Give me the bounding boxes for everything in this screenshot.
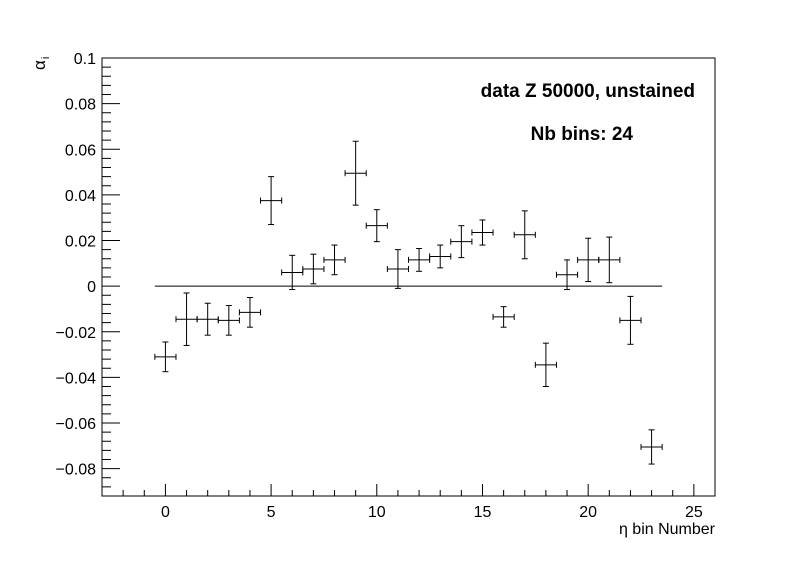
y-tick-label: 0.06 bbox=[65, 142, 96, 159]
data-point bbox=[344, 140, 367, 206]
data-point bbox=[471, 219, 494, 246]
y-axis-ticks: 0.1 0.08 0.06 0.04 0.02 0 −0.02 −0.04 −0.06 −0.08 bbox=[56, 51, 120, 497]
y-tick-label: −0.02 bbox=[56, 325, 97, 342]
y-tick-label: 0.08 bbox=[65, 97, 96, 114]
y-axis-label: αi bbox=[30, 57, 52, 70]
y-axis-label-main: α bbox=[30, 60, 49, 70]
data-point bbox=[640, 429, 663, 465]
svg-text:αi: αi bbox=[30, 57, 52, 70]
data-point bbox=[555, 259, 579, 291]
data-point bbox=[408, 247, 431, 272]
data-point bbox=[302, 253, 325, 285]
y-tick-label: −0.08 bbox=[56, 462, 97, 479]
y-axis-label-sub: i bbox=[40, 57, 52, 59]
data-point bbox=[619, 295, 642, 345]
x-tick-label: 5 bbox=[267, 504, 276, 521]
x-tick-label: 0 bbox=[161, 504, 170, 521]
data-point bbox=[196, 302, 219, 336]
x-tick-label: 15 bbox=[474, 504, 492, 521]
y-tick-label: −0.04 bbox=[56, 370, 97, 387]
data-point bbox=[175, 292, 198, 346]
data-point bbox=[450, 225, 473, 259]
data-point bbox=[534, 342, 557, 387]
data-point bbox=[513, 210, 536, 260]
y-tick-label: −0.06 bbox=[56, 416, 97, 433]
data-point bbox=[260, 176, 283, 226]
data-point bbox=[492, 306, 515, 328]
annotation-bins: Nb bins: 24 bbox=[531, 124, 634, 145]
data-points bbox=[154, 140, 663, 465]
x-tick-label: 10 bbox=[368, 504, 386, 521]
y-tick-label: 0.02 bbox=[65, 234, 96, 251]
data-point bbox=[577, 237, 600, 283]
data-point bbox=[386, 249, 409, 289]
data-point bbox=[598, 236, 621, 284]
x-tick-label: 20 bbox=[579, 504, 597, 521]
y-tick-label: 0.1 bbox=[74, 51, 96, 68]
data-point bbox=[429, 244, 452, 269]
x-tick-label: 25 bbox=[685, 504, 703, 521]
y-tick-label: 0 bbox=[87, 279, 96, 296]
x-axis-label: η bin Number bbox=[619, 521, 716, 538]
data-point bbox=[217, 305, 240, 336]
annotation-dataset: data Z 50000, unstained bbox=[481, 81, 695, 102]
x-axis-ticks: 0 5 10 15 20 25 bbox=[101, 484, 716, 521]
data-point bbox=[281, 254, 304, 291]
y-tick-label: 0.04 bbox=[65, 188, 96, 205]
data-point bbox=[238, 297, 262, 328]
data-point bbox=[154, 341, 177, 373]
data-point bbox=[365, 209, 388, 243]
data-point bbox=[323, 244, 346, 276]
